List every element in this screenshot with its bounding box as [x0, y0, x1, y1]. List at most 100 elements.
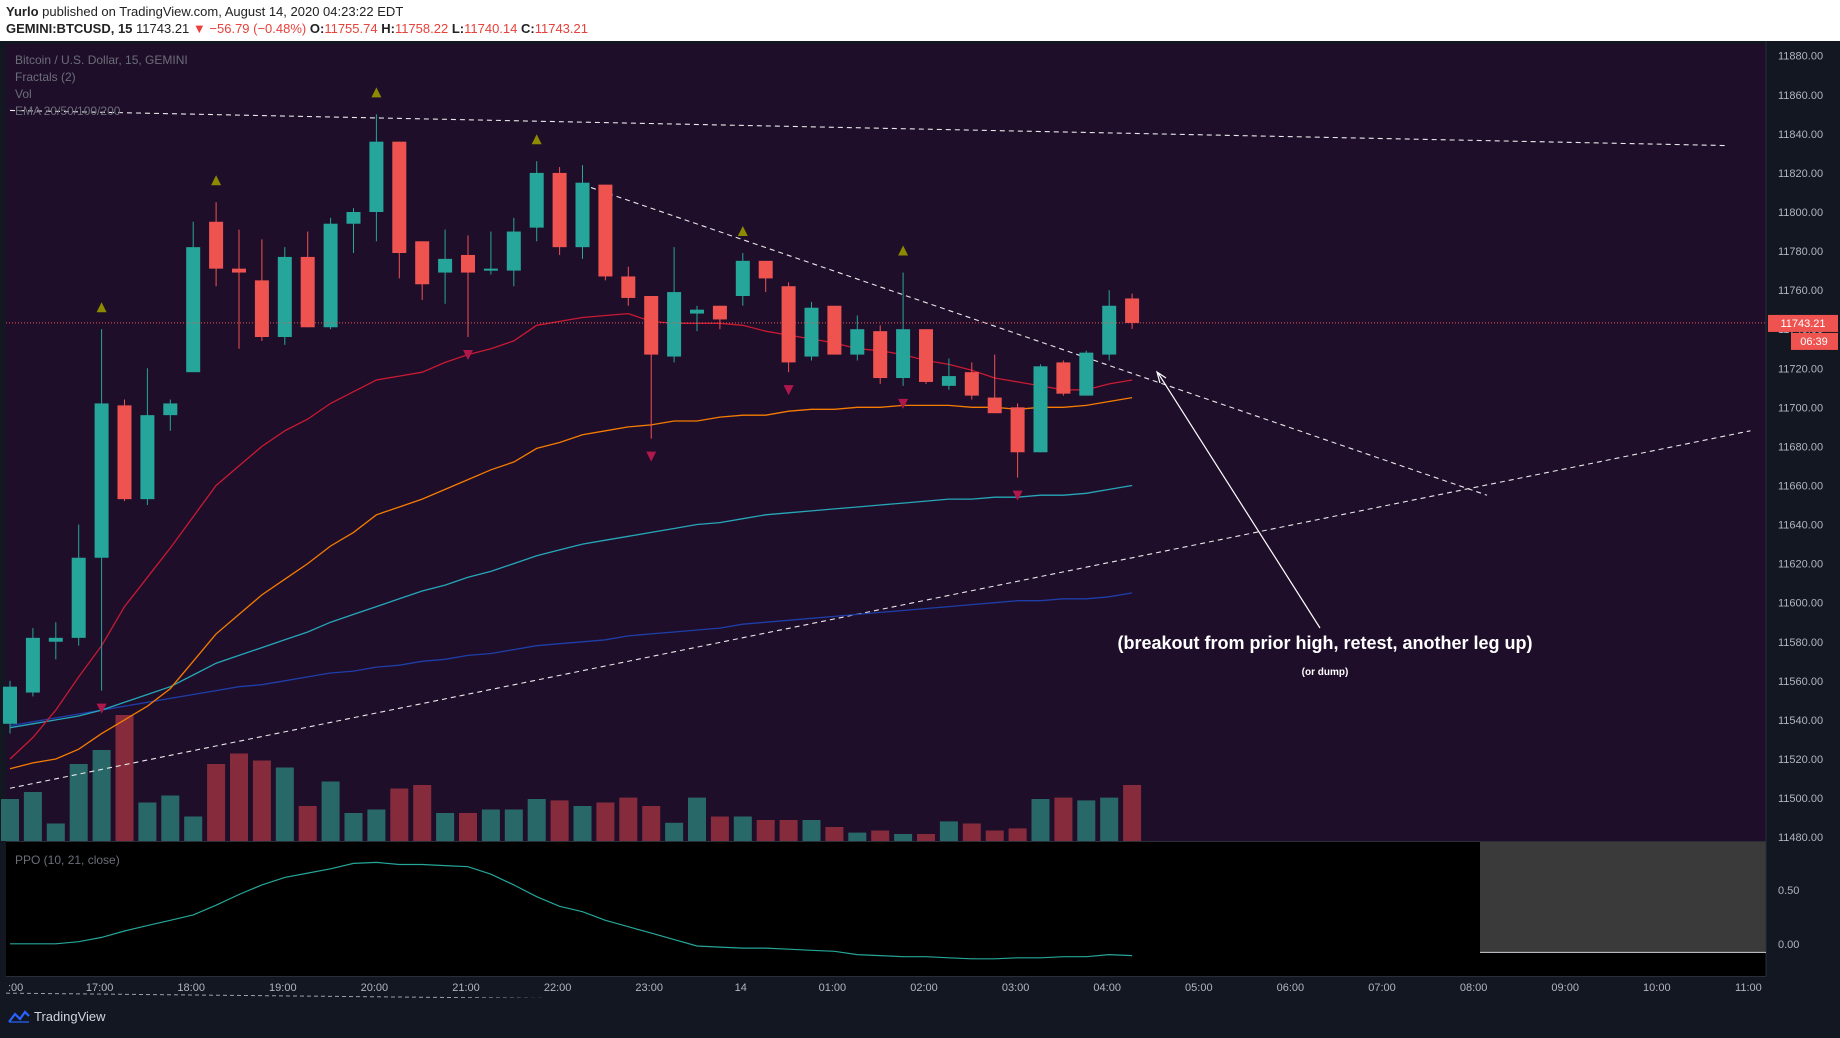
- volume-bar: [1008, 828, 1027, 841]
- candle-body: [254, 280, 269, 338]
- volume-bar: [23, 792, 42, 841]
- legend-ppo[interactable]: PPO (10, 21, close): [15, 853, 120, 867]
- open-label: O:: [309, 21, 325, 36]
- trend-line-support-up: [9, 430, 1751, 789]
- publish-date: published on TradingView.com, August 14,…: [42, 4, 404, 19]
- volume-bar: [1031, 799, 1050, 841]
- ema-lines: [9, 312, 1133, 770]
- candle-body: [941, 376, 956, 386]
- candle-body: [1102, 305, 1117, 355]
- ema100-line: [9, 484, 1133, 729]
- time-tick-label: 04:00: [1093, 982, 1121, 994]
- volume-bar: [298, 806, 317, 841]
- candle-body: [964, 372, 979, 396]
- tradingview-logo-icon: [8, 1009, 30, 1023]
- price-tick-label: 11780.00: [1778, 246, 1823, 258]
- volume-bar: [230, 753, 248, 841]
- volume-bar: [138, 802, 157, 841]
- candle-body: [415, 241, 430, 285]
- volume-bar: [1100, 797, 1119, 841]
- candle-body: [919, 329, 933, 382]
- volume-bar: [642, 806, 661, 841]
- countdown-value: 06:39: [1800, 336, 1828, 348]
- candle-body: [827, 305, 842, 355]
- publish-info: Yurlo published on TradingView.com, Augu…: [6, 4, 403, 19]
- brand-name: TradingView: [34, 1009, 106, 1024]
- time-tick-label: 03:00: [1002, 982, 1030, 994]
- main-pane[interactable]: [6, 44, 1766, 841]
- volume-bar: [825, 827, 844, 841]
- candle-body: [621, 276, 636, 298]
- fractal-markers: [96, 87, 1023, 714]
- volume-bar: [573, 806, 592, 841]
- fractal-up-icon: [531, 134, 542, 145]
- price-tick-label: 11660.00: [1778, 480, 1823, 492]
- candle-body: [48, 637, 63, 642]
- author-name[interactable]: Yurlo: [6, 4, 39, 19]
- volume-bar: [756, 820, 775, 841]
- volume-bar: [1, 799, 19, 841]
- fractal-up-icon: [737, 226, 748, 237]
- legend-ema[interactable]: EMA 20/50/100/200: [15, 104, 121, 118]
- high-label: H:: [381, 21, 395, 36]
- symbol-label: GEMINI:BTCUSD, 15: [6, 21, 133, 36]
- candle-body: [575, 182, 590, 248]
- candle-body: [3, 686, 17, 724]
- low-label: L:: [451, 21, 465, 36]
- footer-bar: TradingView: [0, 998, 1840, 1038]
- price-tick-label: 11680.00: [1778, 441, 1823, 453]
- candle-body: [140, 415, 155, 500]
- volume-bar: [871, 830, 890, 841]
- candle-body: [369, 141, 384, 212]
- ppo-pane[interactable]: [6, 842, 1766, 976]
- last-price: 11743.21: [136, 21, 190, 36]
- ppo-series: [10, 861, 1133, 960]
- candle-body: [117, 405, 132, 500]
- ppo-tick-label: 0.00: [1778, 939, 1799, 951]
- trend-lines: [9, 109, 1751, 789]
- time-tick-label: 10:00: [1643, 982, 1671, 994]
- price-change: ▼ −56.79 (−0.48%): [192, 21, 307, 36]
- close-label: C:: [521, 21, 535, 36]
- legend-symbol[interactable]: Bitcoin / U.S. Dollar, 15, GEMINI: [15, 53, 188, 67]
- candle-body: [209, 221, 224, 269]
- price-tick-label: 11820.00: [1778, 168, 1823, 180]
- volume-bar: [115, 715, 134, 841]
- time-tick-label: 19:00: [269, 982, 297, 994]
- volume-bar: [413, 785, 432, 841]
- volume-bar: [779, 820, 798, 841]
- price-tick-label: 11640.00: [1778, 520, 1823, 532]
- volume-bar: [550, 800, 569, 841]
- time-tick-label: 20:00: [361, 982, 389, 994]
- price-tick-label: 11500.00: [1778, 793, 1823, 805]
- candle-body: [461, 254, 475, 273]
- legend-fractals[interactable]: Fractals (2): [15, 70, 76, 84]
- candle-body: [163, 403, 178, 416]
- candle-body: [781, 286, 796, 363]
- ppo-tick-label: 0.50: [1778, 885, 1799, 897]
- price-tick-label: 11520.00: [1778, 754, 1823, 766]
- volume-bar: [710, 816, 729, 841]
- low-value: 11740.14: [464, 21, 518, 36]
- legend-vol[interactable]: Vol: [15, 87, 32, 101]
- fractal-down-icon: [96, 703, 107, 714]
- tradingview-brand[interactable]: TradingView: [8, 1009, 106, 1024]
- ohlc-header: GEMINI:BTCUSD, 15 11743.21 ▼ −56.79 (−0.…: [6, 21, 588, 36]
- fractal-down-icon: [1012, 490, 1023, 501]
- chart-canvas[interactable]: 11880.00 11860.00 11840.00 11820.00 11800.00…: [0, 41, 1840, 998]
- annotation-sub: (or dump): [1302, 667, 1349, 678]
- time-tick-label: 07:00: [1368, 982, 1396, 994]
- volume-bar: [917, 834, 935, 841]
- candles[interactable]: [3, 114, 1140, 734]
- price-badge: [1768, 314, 1838, 332]
- candle-body: [186, 247, 201, 373]
- candle-body: [804, 307, 819, 357]
- open-value: 11755.74: [324, 21, 378, 36]
- price-tick-label: 11860.00: [1778, 90, 1823, 102]
- volume-bar: [321, 781, 340, 841]
- price-axis-labels: 11880.00 11860.00 11840.00 11820.00 11800.00…: [1778, 51, 1823, 844]
- candle-body: [300, 256, 315, 328]
- fractal-up-icon: [898, 245, 909, 256]
- candle-body: [896, 329, 911, 379]
- candle-body: [94, 403, 109, 558]
